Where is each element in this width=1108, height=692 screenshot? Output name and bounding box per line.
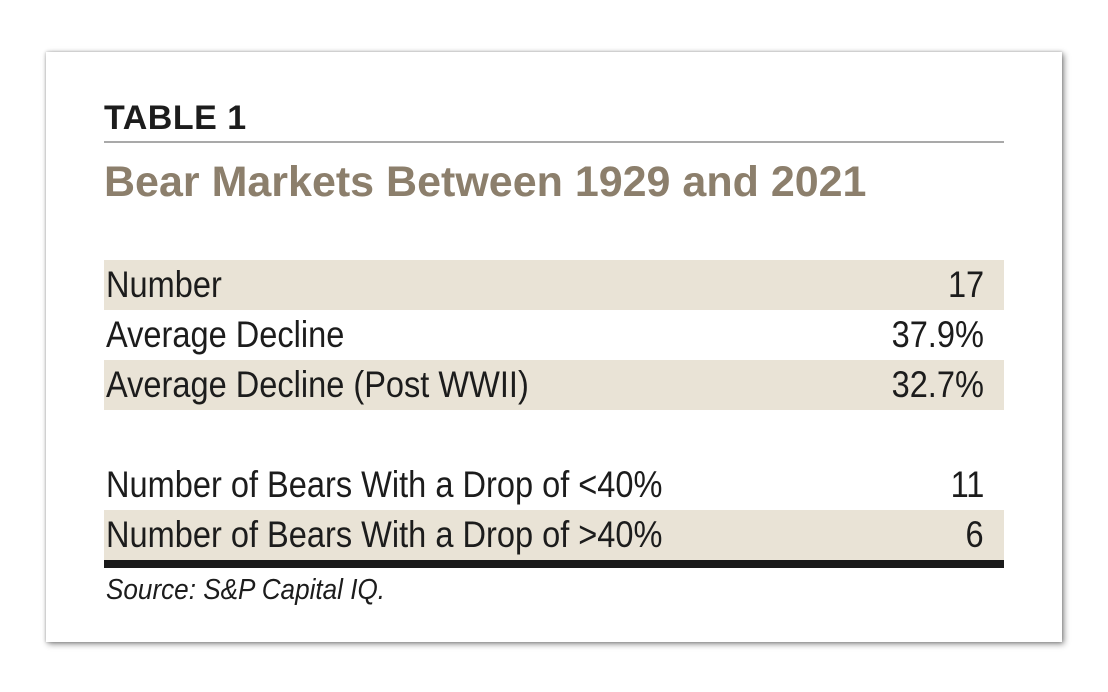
table-number-label: TABLE 1 (104, 99, 247, 137)
row-label: Average Decline (Post WWII) (106, 364, 529, 405)
row-value: 17 (947, 264, 984, 305)
stats-group-drops: Number of Bears With a Drop of <40% 11 N… (104, 460, 1004, 560)
row-label: Number of Bears With a Drop of <40% (106, 464, 663, 505)
footer-divider (104, 560, 1004, 568)
row-value: 6 (965, 514, 984, 555)
table-row-drop-under-40: Number of Bears With a Drop of <40% 11 (104, 460, 1004, 510)
row-value: 32.7% (891, 364, 984, 405)
table-row-drop-over-40: Number of Bears With a Drop of >40% 6 (104, 510, 1004, 560)
row-label: Number of Bears With a Drop of >40% (106, 514, 663, 555)
table-card: TABLE 1 Bear Markets Between 1929 and 20… (46, 52, 1062, 642)
row-label: Average Decline (106, 314, 345, 355)
table-row-number: Number 17 (104, 260, 1004, 310)
stats-group-summary: Number 17 Average Decline 37.9% Average … (104, 260, 1004, 410)
table-row-average-decline: Average Decline 37.9% (104, 310, 1004, 360)
row-value: 37.9% (891, 314, 984, 355)
table-title: Bear Markets Between 1929 and 2021 (104, 158, 867, 206)
row-label: Number (106, 264, 222, 305)
row-value: 11 (950, 464, 984, 505)
table-row-average-decline-post-wwii: Average Decline (Post WWII) 32.7% (104, 360, 1004, 410)
header-divider (104, 141, 1004, 143)
source-note: Source: S&P Capital IQ. (106, 574, 386, 606)
